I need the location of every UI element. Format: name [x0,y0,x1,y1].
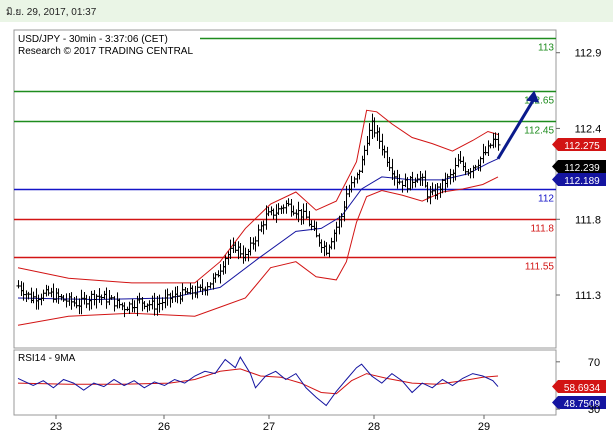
chart-frame [13,29,557,416]
rsi-tick-label: 70 [588,357,600,369]
price-badge-label: 112.239 [564,163,600,174]
upper-band [17,109,499,284]
rsi-badge-label: 58.6934 [564,383,601,394]
projection-arrow [496,97,536,160]
price-badge-pointer [552,138,558,151]
timestamp: มิ.ย. 29, 2017, 01:37 [6,7,97,18]
price-badge-pointer [552,160,558,173]
price-badge [558,173,606,186]
axes: 112.9 112.4 111.8 111.3 23 26 27 28 29 70 30 [50,48,601,433]
price-tick-label: 112.4 [575,123,602,135]
rsi-badge-label: 48.7509 [564,399,601,410]
price-bars [16,113,501,318]
price-badge-label: 112.275 [564,141,600,152]
level-label: 111.8 [530,224,554,235]
level-label: 112 [538,194,554,205]
price-badge [558,160,606,173]
x-tick-label: 26 [158,421,170,433]
rsi-tick-label: 30 [588,404,600,416]
price-tick-label: 111.3 [575,290,601,302]
rsi-badge-pointer [552,396,558,409]
price-badge [558,138,606,151]
rsi-panel-frame [13,349,557,416]
price-tick-label: 112.9 [575,48,602,60]
level-label: 112.45 [524,126,554,137]
x-tick-label: 27 [263,421,275,433]
chart-title: USD/JPY - 30min - 3:37:06 (CET) [18,34,168,45]
level-label: 111.55 [525,262,555,273]
timestamp-bar: มิ.ย. 29, 2017, 01:37 [0,0,613,22]
price-tick-label: 111.8 [575,214,601,226]
level-label: 112.65 [524,96,554,107]
rsi-panel: 58.6934 48.7509 [17,356,606,410]
rsi-title: RSI14 - 9MA [18,353,76,364]
x-tick-label: 29 [478,421,490,433]
arrow-head [526,90,540,103]
x-tick-label: 28 [368,421,380,433]
rsi-badge [558,396,606,409]
rsi-badge [558,380,606,393]
chart-overlay: 112.275 112.239 112.189 [496,90,606,187]
level-lines: 113 112.65 112.45 112 111.8 111.55 [14,37,556,273]
rsi-line [17,356,499,407]
price-badge-pointer [552,173,558,186]
rsi-ma-line [17,368,499,395]
price-badge-label: 112.189 [564,176,600,187]
rsi-badge-pointer [552,380,558,393]
lower-band [17,176,499,326]
level-label: 113 [538,43,554,54]
chart-subtitle: Research © 2017 TRADING CENTRAL [18,46,193,57]
x-tick-label: 23 [50,421,62,433]
